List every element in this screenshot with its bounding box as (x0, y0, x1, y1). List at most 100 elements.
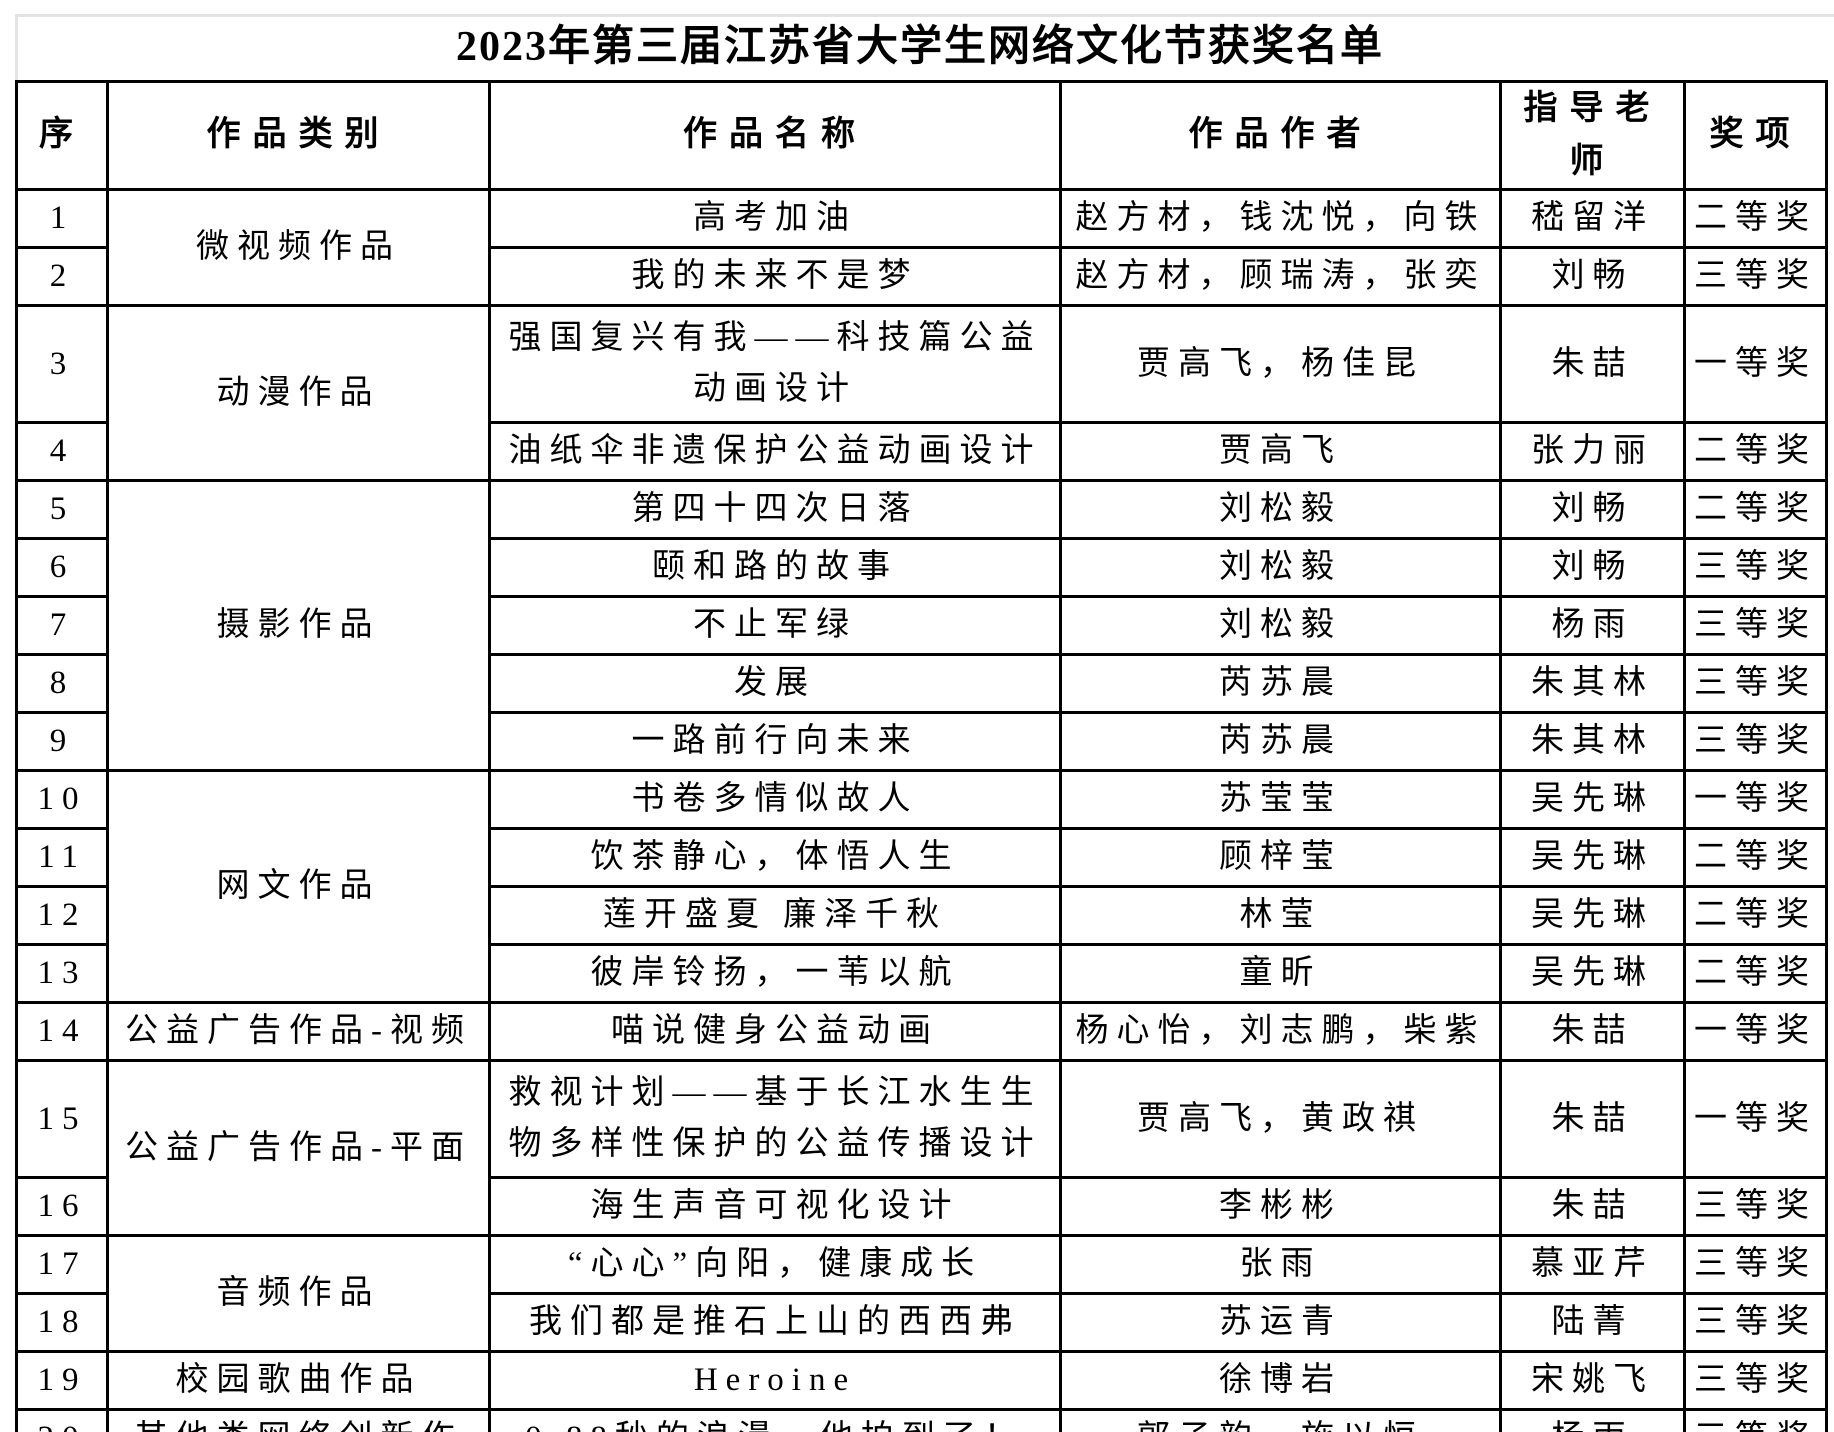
cell-award: 三等奖 (1683, 1234, 1828, 1296)
table-row: 9 一路前行向未来 芮苏晨 朱其林 三等奖 (15, 711, 1828, 773)
cell-authors: 赵方材，顾瑞涛，张奕 (1059, 246, 1502, 308)
cell-name: 我们都是推石上山的西西弗 (488, 1292, 1062, 1354)
cell-award: 二等奖 (1683, 188, 1828, 250)
cell-no: 18 (15, 1292, 109, 1354)
cell-no: 3 (15, 304, 109, 425)
cell-teacher: 朱喆 (1499, 304, 1686, 425)
table-row: 14 公益广告作品-视频 喵说健身公益动画 杨心怡，刘志鹏，柴紫 朱喆 一等奖 (15, 1001, 1828, 1063)
cell-authors: 苏运青 (1059, 1292, 1502, 1354)
cell-teacher: 朱喆 (1499, 1001, 1686, 1063)
cell-teacher: 吴先琳 (1499, 943, 1686, 1005)
page-title: 2023年第三届江苏省大学生网络文化节获奖名单 (455, 24, 1384, 70)
cell-teacher: 杨雨 (1499, 1408, 1686, 1432)
cell-name: 彼岸铃扬，一苇以航 (488, 943, 1062, 1005)
cell-authors: 童昕 (1059, 943, 1502, 1005)
table-row: 16 海生声音可视化设计 李彬彬 朱喆 三等奖 (15, 1176, 1828, 1238)
cell-no: 4 (15, 421, 109, 483)
cell-no: 20 (15, 1408, 109, 1432)
cell-authors: 张雨 (1059, 1234, 1502, 1296)
cell-category: 公益广告作品-视频 (106, 1001, 491, 1063)
table-row: 8 发展 芮苏晨 朱其林 三等奖 (15, 653, 1828, 715)
cell-award: 二等奖 (1683, 827, 1828, 889)
cell-teacher: 朱喆 (1499, 1176, 1686, 1238)
cell-teacher: 嵇留洋 (1499, 188, 1686, 250)
cell-award: 三等奖 (1683, 653, 1828, 715)
cell-name: 饮茶静心，体悟人生 (488, 827, 1062, 889)
cell-authors: 贾高飞，黄政祺 (1059, 1059, 1502, 1180)
cell-award: 三等奖 (1683, 711, 1828, 773)
cell-name: 不止军绿 (488, 595, 1062, 657)
cell-award: 一等奖 (1683, 1059, 1828, 1180)
cell-award: 二等奖 (1683, 943, 1828, 1005)
cell-category: 其他类网络创新作 (106, 1408, 491, 1432)
cell-authors: 芮苏晨 (1059, 653, 1502, 715)
cell-teacher: 慕亚芹 (1499, 1234, 1686, 1296)
cell-name: “心心”向阳，健康成长 (488, 1234, 1062, 1296)
cell-category: 校园歌曲作品 (106, 1350, 491, 1412)
table-row: 13 彼岸铃扬，一苇以航 童昕 吴先琳 二等奖 (15, 943, 1828, 1005)
col-header-no: 序 (15, 79, 109, 192)
cell-no: 5 (15, 479, 109, 541)
cell-name: 救视计划——基于长江水生生物多样性保护的公益传播设计 (488, 1059, 1062, 1180)
col-header-authors: 作品作者 (1059, 79, 1502, 192)
cell-authors: 顾梓莹 (1059, 827, 1502, 889)
cell-name: 莲开盛夏 廉泽千秋 (488, 885, 1062, 947)
header-row: 序 作品类别 作品名称 作品作者 指导老师 奖项 (15, 79, 1828, 192)
cell-teacher: 刘畅 (1499, 479, 1686, 541)
cell-award: 三等奖 (1683, 1350, 1828, 1412)
cell-teacher: 宋姚飞 (1499, 1350, 1686, 1412)
cell-name: 发展 (488, 653, 1062, 715)
cell-no: 2 (15, 246, 109, 308)
cell-teacher: 杨雨 (1499, 595, 1686, 657)
cell-no: 17 (15, 1234, 109, 1296)
cell-award: 三等奖 (1683, 1408, 1828, 1432)
cell-teacher: 张力丽 (1499, 421, 1686, 483)
cell-teacher: 朱其林 (1499, 653, 1686, 715)
cell-authors: 刘松毅 (1059, 595, 1502, 657)
cell-no: 9 (15, 711, 109, 773)
cell-award: 三等奖 (1683, 246, 1828, 308)
table-row: 17 音频作品 “心心”向阳，健康成长 张雨 慕亚芹 三等奖 (15, 1234, 1828, 1354)
cell-award: 二等奖 (1683, 479, 1828, 541)
cell-award: 一等奖 (1683, 769, 1828, 831)
table-row: 4 油纸伞非遗保护公益动画设计 贾高飞 张力丽 二等奖 (15, 421, 1828, 483)
cell-authors: 赵方材，钱沈悦，向铁 (1059, 188, 1502, 250)
cell-teacher: 吴先琳 (1499, 769, 1686, 831)
cell-no: 12 (15, 885, 109, 947)
cell-no: 6 (15, 537, 109, 599)
cell-teacher: 朱其林 (1499, 711, 1686, 773)
cell-no: 8 (15, 653, 109, 715)
col-header-name: 作品名称 (488, 79, 1062, 192)
cell-name: Heroine (488, 1350, 1062, 1412)
cell-category: 音频作品 (106, 1234, 491, 1354)
cell-category: 网文作品 (106, 769, 491, 1005)
cell-teacher: 刘畅 (1499, 246, 1686, 308)
col-header-category: 作品类别 (106, 79, 491, 192)
col-header-teacher: 指导老师 (1499, 79, 1686, 192)
frame-left-line (15, 14, 18, 84)
cell-name: 喵说健身公益动画 (488, 1001, 1062, 1063)
cell-no: 1 (15, 188, 109, 250)
cell-category: 公益广告作品-平面 (106, 1059, 491, 1238)
cell-teacher: 吴先琳 (1499, 827, 1686, 889)
frame-top-line (17, 14, 1834, 17)
cell-no: 11 (15, 827, 109, 889)
cell-teacher: 吴先琳 (1499, 885, 1686, 947)
table-row: 15 公益广告作品-平面 救视计划——基于长江水生生物多样性保护的公益传播设计 … (15, 1059, 1828, 1238)
cell-no: 15 (15, 1059, 109, 1180)
cell-name: 一路前行向未来 (488, 711, 1062, 773)
cell-name: 高考加油 (488, 188, 1062, 250)
table-row: 3 动漫作品 强国复兴有我——科技篇公益动画设计 贾高飞，杨佳昆 朱喆 一等奖 (15, 304, 1828, 483)
cell-authors: 郭子韵，施以恒 (1059, 1408, 1502, 1432)
cell-authors: 贾高飞，杨佳昆 (1059, 304, 1502, 425)
awards-table: 序 作品类别 作品名称 作品作者 指导老师 奖项 1 微视频作品 高考加油 赵方… (15, 79, 1828, 1432)
cell-no: 13 (15, 943, 109, 1005)
table-row: 7 不止军绿 刘松毅 杨雨 三等奖 (15, 595, 1828, 657)
cell-award: 三等奖 (1683, 595, 1828, 657)
cell-teacher: 朱喆 (1499, 1059, 1686, 1180)
col-header-award: 奖项 (1683, 79, 1828, 192)
cell-award: 三等奖 (1683, 1292, 1828, 1354)
table-row: 12 莲开盛夏 廉泽千秋 林莹 吴先琳 二等奖 (15, 885, 1828, 947)
table-row: 6 颐和路的故事 刘松毅 刘畅 三等奖 (15, 537, 1828, 599)
